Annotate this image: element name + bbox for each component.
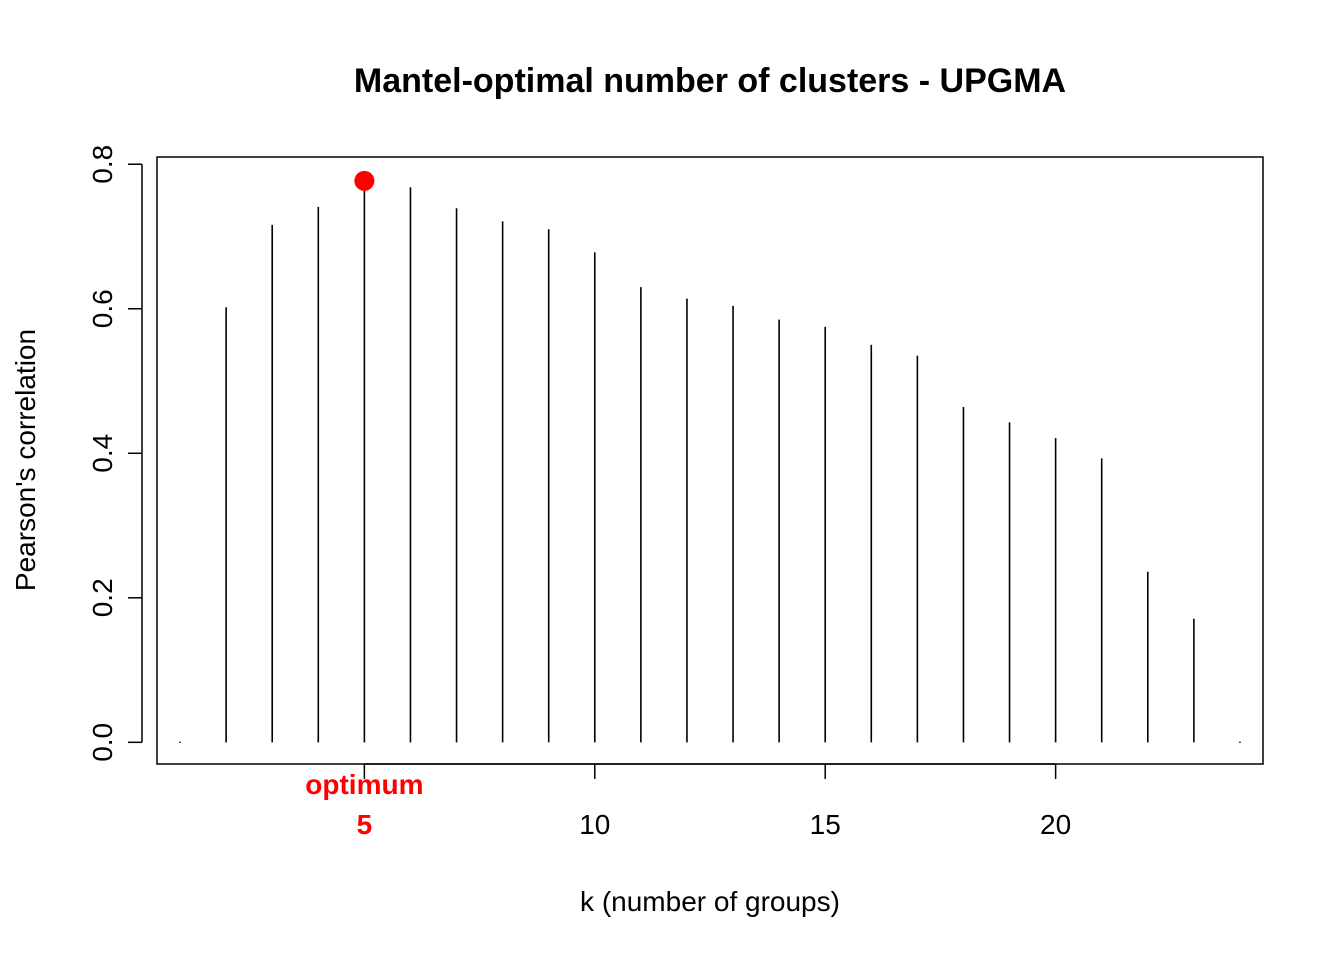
y-tick-label: 0.0	[87, 723, 118, 762]
chart-title: Mantel-optimal number of clusters - UPGM…	[354, 62, 1066, 100]
bars	[179, 180, 1241, 744]
optimum-point	[354, 170, 375, 191]
y-axis-label: Pearson's correlation	[10, 329, 41, 591]
y-tick-label: 0.6	[87, 289, 118, 328]
x-tick-label: 15	[810, 809, 841, 840]
plot-box	[156, 156, 1264, 765]
x-tick-label: 20	[1040, 809, 1071, 840]
optimum-marker-group: optimum 5	[305, 170, 423, 840]
optimum-label: optimum	[305, 769, 423, 800]
x-axis-label: k (number of groups)	[580, 886, 840, 917]
optimum-tick-label: 5	[357, 809, 373, 840]
x-axis: 10 15 20	[364, 763, 1071, 840]
y-tick-label: 0.4	[87, 434, 118, 473]
bar-zero-point	[179, 741, 181, 744]
bar-zero-point	[1239, 741, 1241, 744]
x-tick-label: 10	[579, 809, 610, 840]
y-tick-label: 0.2	[87, 578, 118, 617]
y-tick-label: 0.8	[87, 145, 118, 184]
y-axis: 0.0 0.2 0.4 0.6 0.8	[87, 145, 143, 762]
